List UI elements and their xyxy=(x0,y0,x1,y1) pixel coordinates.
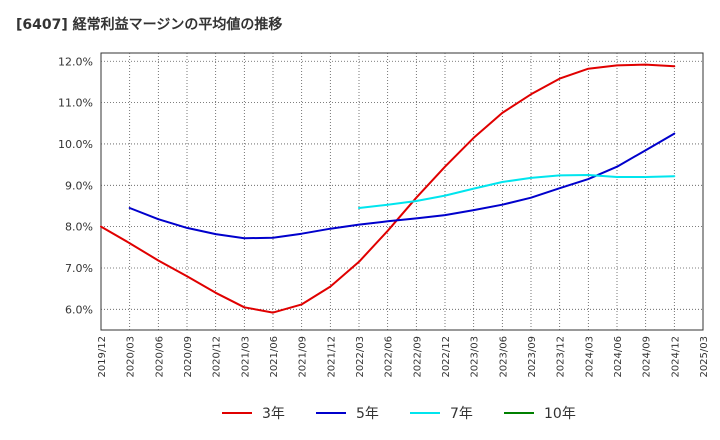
y-tick-label: 12.0% xyxy=(58,55,93,68)
x-tick-label: 2023/06 xyxy=(498,336,509,378)
x-tick-label: 2025/03 xyxy=(699,336,710,378)
x-tick-label: 2023/12 xyxy=(556,336,567,378)
y-tick-label: 8.0% xyxy=(65,221,93,234)
x-tick-label: 2022/09 xyxy=(412,336,423,378)
x-tick-label: 2024/12 xyxy=(670,336,681,378)
x-tick-label: 2024/03 xyxy=(584,336,595,378)
y-tick-label: 9.0% xyxy=(65,179,93,192)
x-tick-label: 2023/03 xyxy=(470,336,481,378)
x-tick-label: 2020/12 xyxy=(212,336,223,378)
legend-label: 3年 xyxy=(262,406,285,422)
x-tick-label: 2024/09 xyxy=(642,336,653,378)
x-tick-label: 2020/06 xyxy=(154,336,165,378)
x-tick-label: 2021/06 xyxy=(269,336,280,378)
grid xyxy=(101,53,703,330)
x-tick-label: 2022/06 xyxy=(384,336,395,378)
legend-label: 7年 xyxy=(450,406,473,422)
x-tick-label: 2024/06 xyxy=(613,336,624,378)
chart-title: [6407] 経常利益マージンの平均値の推移 xyxy=(16,17,283,33)
y-axis: 6.0% 7.0% 8.0% 9.0% 10.0% 11.0% 12.0% xyxy=(58,55,93,316)
y-tick-label: 10.0% xyxy=(58,138,93,151)
series-line-7年 xyxy=(358,174,676,209)
legend-label: 10年 xyxy=(544,406,576,422)
x-tick-label: 2022/03 xyxy=(355,336,366,378)
y-tick-label: 11.0% xyxy=(58,97,93,110)
plot-frame xyxy=(100,52,704,331)
y-tick-label: 7.0% xyxy=(65,262,93,275)
plot-area xyxy=(100,52,704,331)
x-tick-label: 2022/12 xyxy=(441,336,452,378)
x-tick-label: 2021/09 xyxy=(298,336,309,378)
y-tick-label: 6.0% xyxy=(65,303,93,316)
legend-label: 5年 xyxy=(356,406,379,422)
x-tick-label: 2020/03 xyxy=(126,336,137,378)
x-tick-label: 2020/09 xyxy=(183,336,194,378)
series-line-5年 xyxy=(128,132,676,240)
x-tick-label: 2021/12 xyxy=(326,336,337,378)
x-tick-label: 2019/12 xyxy=(97,336,108,378)
series-lines xyxy=(100,63,676,314)
x-tick-label: 2023/09 xyxy=(527,336,538,378)
series-line-3年 xyxy=(100,63,676,314)
x-axis: 2019/12 2020/03 2020/06 2020/09 2020/12 2021/… xyxy=(97,336,710,378)
legend: 3年 5年 7年 10年 xyxy=(222,406,576,422)
x-tick-label: 2021/03 xyxy=(240,336,251,378)
